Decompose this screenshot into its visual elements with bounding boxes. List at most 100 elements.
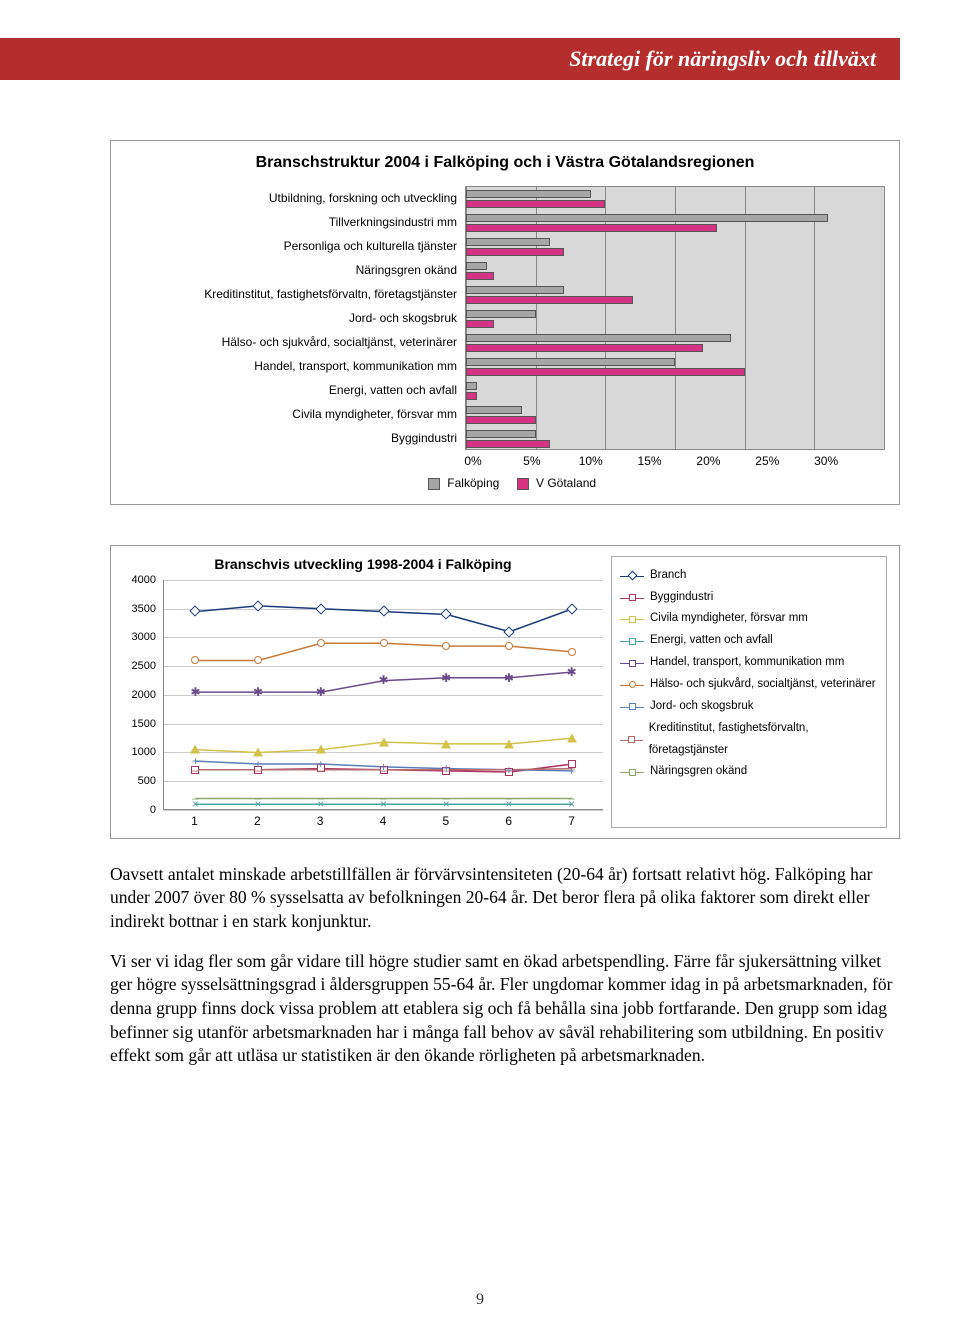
- legend-swatch-vgotaland: [517, 478, 529, 490]
- bar-falkoping: [466, 262, 487, 270]
- chart1-category-label: Handel, transport, kommunikation mm: [125, 354, 457, 378]
- bar-vgotaland: [466, 440, 550, 448]
- chart1-category-label: Byggindustri: [125, 426, 457, 450]
- data-marker: –: [506, 791, 513, 805]
- legend-swatch-falkoping: [428, 478, 440, 490]
- data-marker: –: [506, 763, 513, 777]
- x-tick: 4: [352, 814, 415, 828]
- data-marker: –: [255, 763, 262, 777]
- data-marker: ✱: [378, 673, 388, 687]
- bar-vgotaland: [466, 368, 745, 376]
- bar-vgotaland: [466, 200, 605, 208]
- data-marker: [441, 739, 451, 748]
- bar-falkoping: [466, 286, 564, 294]
- data-marker: [567, 733, 577, 742]
- chart1-title: Branschstruktur 2004 i Falköping och i V…: [125, 153, 885, 174]
- y-tick: 4000: [132, 574, 156, 586]
- data-marker: –: [443, 791, 450, 805]
- x-tick: 2: [226, 814, 289, 828]
- legend-row: Branch: [620, 565, 878, 587]
- chart2-plot: 05001000150020002500300035004000 ×××××××…: [163, 580, 603, 810]
- legend-label: Kreditinstitut, fastighetsförvaltn, före…: [649, 718, 878, 762]
- data-marker: [317, 639, 325, 647]
- chart1-x-axis: 0%5%10%15%20%25%30%: [473, 454, 885, 468]
- bar-falkoping: [466, 214, 828, 222]
- legend-row: Byggindustri: [620, 587, 878, 609]
- legend-row: Hälso- och sjukvård, socialtjänst, veter…: [620, 674, 878, 696]
- x-tick: 5: [414, 814, 477, 828]
- data-marker: [380, 639, 388, 647]
- bar-falkoping: [466, 310, 536, 318]
- bar-falkoping: [466, 382, 477, 390]
- chart1-category-label: Näringsgren okänd: [125, 258, 457, 282]
- chart2-x-axis: 1234567: [163, 814, 603, 828]
- data-marker: [254, 656, 262, 664]
- data-marker: –: [568, 791, 575, 805]
- data-marker: –: [380, 791, 387, 805]
- legend-label: Branch: [650, 565, 686, 587]
- paragraph-2: Vi ser vi idag fler som går vidare till …: [110, 950, 900, 1068]
- data-marker: –: [568, 761, 575, 775]
- bar-falkoping: [466, 190, 591, 198]
- page-header: Strategi för näringsliv och tillväxt: [0, 38, 900, 80]
- chart2-y-axis: 05001000150020002500300035004000: [124, 580, 160, 809]
- content-area: Branschstruktur 2004 i Falköping och i V…: [110, 140, 900, 1084]
- bar-vgotaland: [466, 296, 633, 304]
- chart1-legend: Falköping V Götaland: [125, 476, 885, 490]
- chart1-category-label: Hälso- och sjukvård, socialtjänst, veter…: [125, 330, 457, 354]
- bar-vgotaland: [466, 392, 477, 400]
- legend-label: Byggindustri: [650, 587, 713, 609]
- chart1-frame: Branschstruktur 2004 i Falköping och i V…: [110, 140, 900, 505]
- chart1-body: Utbildning, forskning och utvecklingTill…: [125, 186, 885, 450]
- chart1-category-label: Utbildning, forskning och utveckling: [125, 186, 457, 210]
- data-marker: [505, 642, 513, 650]
- legend-label: Hälso- och sjukvård, socialtjänst, veter…: [650, 674, 876, 696]
- chart1-category-label: Jord- och skogsbruk: [125, 306, 457, 330]
- x-tick: 3: [289, 814, 352, 828]
- data-marker: –: [255, 791, 262, 805]
- bar-vgotaland: [466, 224, 717, 232]
- x-tick: 20%: [679, 454, 738, 468]
- data-marker: [568, 648, 576, 656]
- data-marker: [442, 642, 450, 650]
- legend-row: Näringsgren okänd: [620, 761, 878, 783]
- x-tick: 15%: [620, 454, 679, 468]
- x-tick: 5%: [502, 454, 561, 468]
- data-marker: –: [192, 791, 199, 805]
- x-tick: 30%: [797, 454, 856, 468]
- chart1-category-label: Civila myndigheter, försvar mm: [125, 402, 457, 426]
- y-tick: 0: [150, 804, 156, 816]
- chart1-category-label: Energi, vatten och avfall: [125, 378, 457, 402]
- bar-falkoping: [466, 334, 731, 342]
- bar-vgotaland: [466, 344, 703, 352]
- legend-label: Energi, vatten och avfall: [650, 630, 773, 652]
- legend-row: Kreditinstitut, fastighetsförvaltn, före…: [620, 718, 878, 762]
- y-tick: 1500: [132, 718, 156, 730]
- legend-label: Näringsgren okänd: [650, 761, 747, 783]
- x-tick: 7: [540, 814, 603, 828]
- data-marker: [379, 737, 389, 746]
- chart2-frame: Branschvis utveckling 1998-2004 i Falköp…: [110, 545, 900, 839]
- page-number: 9: [0, 1291, 960, 1309]
- chart1-y-labels: Utbildning, forskning och utvecklingTill…: [125, 186, 465, 450]
- legend-label: Civila myndigheter, försvar mm: [650, 608, 808, 630]
- data-marker: [316, 745, 326, 754]
- data-marker: –: [380, 763, 387, 777]
- data-marker: –: [192, 763, 199, 777]
- data-marker: ✱: [190, 685, 200, 699]
- x-tick: 0%: [444, 454, 503, 468]
- bar-vgotaland: [466, 272, 494, 280]
- legend-label-falkoping: Falköping: [447, 476, 499, 490]
- data-marker: ✱: [316, 685, 326, 699]
- y-tick: 1000: [132, 746, 156, 758]
- header-title: Strategi för näringsliv och tillväxt: [569, 46, 876, 72]
- bar-vgotaland: [466, 248, 564, 256]
- bar-falkoping: [466, 430, 536, 438]
- legend-row: Jord- och skogsbruk: [620, 696, 878, 718]
- data-marker: –: [317, 763, 324, 777]
- data-marker: –: [317, 791, 324, 805]
- chart1-category-label: Tillverkningsindustri mm: [125, 210, 457, 234]
- y-tick: 3000: [132, 631, 156, 643]
- legend-row: Energi, vatten och avfall: [620, 630, 878, 652]
- data-marker: [253, 748, 263, 757]
